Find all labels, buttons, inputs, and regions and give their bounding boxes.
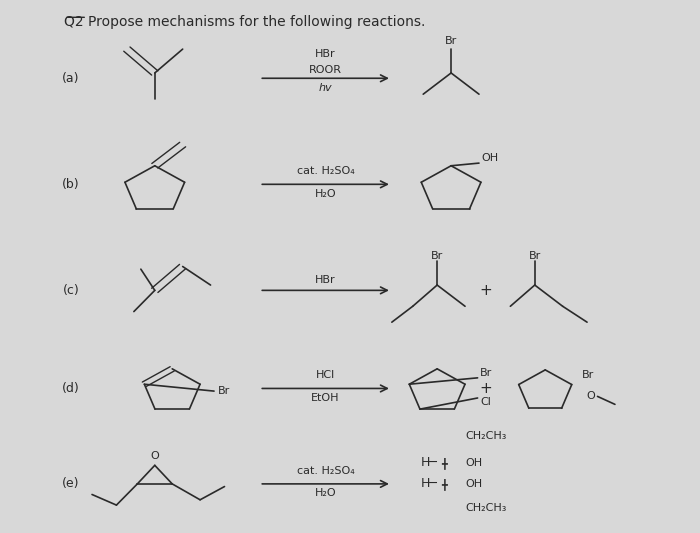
Text: (c): (c) — [63, 284, 80, 297]
Text: H₂O: H₂O — [315, 488, 337, 498]
Text: H─: H─ — [420, 456, 438, 469]
Text: OH: OH — [465, 479, 482, 489]
Text: +: + — [480, 283, 492, 298]
Text: OH: OH — [465, 458, 482, 467]
Text: (b): (b) — [62, 178, 80, 191]
Text: HCl: HCl — [316, 370, 335, 380]
Text: (d): (d) — [62, 382, 80, 395]
Text: H─: H─ — [420, 478, 438, 490]
Text: ╋: ╋ — [440, 478, 447, 490]
Text: Br: Br — [431, 251, 443, 261]
Text: Br: Br — [528, 251, 541, 261]
Text: O: O — [150, 451, 159, 461]
Text: H₂O: H₂O — [315, 189, 337, 199]
Text: (a): (a) — [62, 72, 80, 85]
Text: hv: hv — [318, 83, 332, 93]
Text: CH₂CH₃: CH₂CH₃ — [465, 431, 506, 441]
Text: ROOR: ROOR — [309, 66, 342, 75]
Text: Br: Br — [218, 386, 230, 396]
Text: Q2 Propose mechanisms for the following reactions.: Q2 Propose mechanisms for the following … — [64, 14, 426, 29]
Text: HBr: HBr — [315, 274, 336, 285]
Text: Br: Br — [445, 36, 457, 46]
Text: CH₂CH₃: CH₂CH₃ — [465, 503, 506, 513]
Text: Br: Br — [582, 370, 594, 380]
Text: OH: OH — [481, 153, 498, 163]
Text: Cl: Cl — [480, 397, 491, 407]
Text: Br: Br — [480, 368, 492, 377]
Text: HBr: HBr — [315, 50, 336, 59]
Text: ╋: ╋ — [440, 457, 447, 469]
Text: EtOH: EtOH — [312, 393, 340, 403]
Text: cat. H₂SO₄: cat. H₂SO₄ — [297, 466, 354, 475]
Text: O: O — [586, 391, 595, 401]
Text: cat. H₂SO₄: cat. H₂SO₄ — [297, 166, 354, 176]
Text: (e): (e) — [62, 478, 80, 490]
Text: +: + — [480, 381, 492, 396]
